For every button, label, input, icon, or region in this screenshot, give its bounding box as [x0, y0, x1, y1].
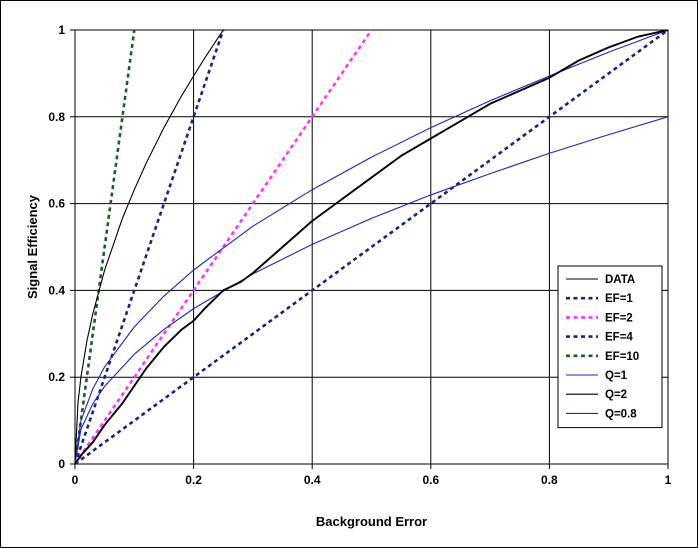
- x-tick-label: 0.2: [185, 473, 202, 487]
- series-ef-2-line: [75, 30, 373, 464]
- legend-label: Q=2: [605, 389, 627, 401]
- y-tick-label: 1: [58, 23, 65, 37]
- legend-label: DATA: [605, 274, 635, 286]
- series-ef-4-line: [75, 30, 225, 464]
- x-tick-label: 0.6: [422, 473, 439, 487]
- series-ef-1-line: [75, 30, 668, 464]
- y-tick-label: 0.6: [48, 197, 65, 211]
- legend-label: EF=4: [605, 332, 633, 344]
- y-axis-ticks: 0 0.2 0.4 0.6 0.8 1: [48, 23, 75, 471]
- legend-label: Q=1: [605, 370, 628, 382]
- y-tick-label: 0.8: [48, 110, 65, 124]
- legend-label: EF=10: [605, 351, 639, 363]
- x-axis-ticks: 0 0.2 0.4 0.6 0.8 1: [72, 464, 672, 487]
- y-axis-title: Signal Efficiency: [25, 194, 40, 299]
- y-tick-label: 0: [58, 457, 65, 471]
- x-tick-label: 0.8: [541, 473, 558, 487]
- legend-label: EF=1: [605, 293, 633, 305]
- series-q-1-line: [75, 30, 668, 464]
- x-axis-title: Background Error: [316, 514, 427, 529]
- y-tick-label: 0.2: [48, 370, 65, 384]
- series-data-line: [75, 30, 668, 464]
- series-layer: [75, 30, 668, 464]
- legend-label: Q=0.8: [605, 408, 637, 420]
- x-tick-label: 0: [72, 473, 79, 487]
- x-tick-label: 0.4: [304, 473, 321, 487]
- legend-label: EF=2: [605, 312, 633, 324]
- legend: DATA EF=1 EF=2 EF=4 EF=10 Q=1 Q=2 Q=0.8: [557, 265, 663, 429]
- series-ef-10-line: [75, 30, 136, 464]
- series-q-2-line: [75, 30, 224, 464]
- legend-box: [557, 265, 663, 429]
- y-tick-label: 0.4: [48, 283, 65, 297]
- x-tick-label: 1: [665, 473, 672, 487]
